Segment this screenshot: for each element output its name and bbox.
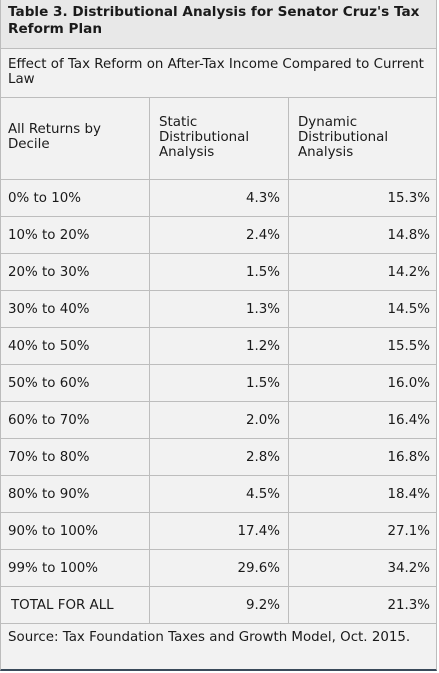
row-decile: 90% to 100%: [1, 513, 150, 549]
table-row: 60% to 70% 2.0% 16.4%: [1, 402, 436, 439]
row-decile: 40% to 50%: [1, 328, 150, 364]
table-row: 90% to 100% 17.4% 27.1%: [1, 513, 436, 550]
row-decile: 30% to 40%: [1, 291, 150, 327]
table-title-block: Table 3. Distributional Analysis for Sen…: [1, 0, 436, 49]
row-static-value: 1.5%: [150, 254, 289, 290]
row-static-value: 2.0%: [150, 402, 289, 438]
table-row: 10% to 20% 2.4% 14.8%: [1, 217, 436, 254]
row-static-value: 4.5%: [150, 476, 289, 512]
table-row: 0% to 10% 4.3% 15.3%: [1, 180, 436, 217]
row-decile: 60% to 70%: [1, 402, 150, 438]
table-subtitle-block: Effect of Tax Reform on After-Tax Income…: [1, 49, 436, 98]
row-dynamic-value: 14.8%: [387, 227, 430, 243]
table-row-total: TOTAL FOR ALL 9.2% 21.3%: [1, 587, 436, 624]
row-decile: 80% to 90%: [1, 476, 150, 512]
row-decile: 10% to 20%: [1, 217, 150, 253]
row-dynamic-value: 18.4%: [387, 486, 430, 502]
header-dynamic: Dynamic Distributional Analysis: [298, 115, 389, 160]
row-decile: 50% to 60%: [1, 365, 150, 401]
row-static-value: 1.2%: [150, 328, 289, 364]
column-header-row: All Returns by Decile Static Distributio…: [1, 98, 436, 180]
table-row: 40% to 50% 1.2% 15.5%: [1, 328, 436, 365]
row-dynamic-value: 14.5%: [387, 301, 430, 317]
row-dynamic-value: 14.2%: [387, 264, 430, 280]
row-decile: 99% to 100%: [1, 550, 150, 586]
table-title: Table 3. Distributional Analysis for Sen…: [8, 4, 420, 37]
header-decile: All Returns by Decile: [1, 98, 150, 179]
row-dynamic-value: 21.3%: [387, 597, 430, 613]
table-row: 99% to 100% 29.6% 34.2%: [1, 550, 436, 587]
header-static: Static Distributional Analysis: [150, 98, 289, 179]
row-static-value: 29.6%: [150, 550, 289, 586]
row-static-value: 2.4%: [150, 217, 289, 253]
row-dynamic-value: 16.0%: [387, 375, 430, 391]
row-decile: 70% to 80%: [1, 439, 150, 475]
table-row: 30% to 40% 1.3% 14.5%: [1, 291, 436, 328]
row-dynamic-value: 15.3%: [387, 190, 430, 206]
table-row: 70% to 80% 2.8% 16.8%: [1, 439, 436, 476]
row-static-value: 2.8%: [150, 439, 289, 475]
table-row: 80% to 90% 4.5% 18.4%: [1, 476, 436, 513]
row-decile: 0% to 10%: [1, 180, 150, 216]
row-static-value: 4.3%: [150, 180, 289, 216]
table-source-note: Source: Tax Foundation Taxes and Growth …: [8, 630, 411, 645]
row-static-value: 17.4%: [150, 513, 289, 549]
table-row: 20% to 30% 1.5% 14.2%: [1, 254, 436, 291]
row-decile: TOTAL FOR ALL: [1, 587, 150, 623]
row-static-value: 1.3%: [150, 291, 289, 327]
row-static-value: 9.2%: [150, 587, 289, 623]
table-row: 50% to 60% 1.5% 16.0%: [1, 365, 436, 402]
row-dynamic-value: 16.8%: [387, 449, 430, 465]
row-dynamic-value: 27.1%: [387, 523, 430, 539]
row-dynamic-value: 34.2%: [387, 560, 430, 576]
row-dynamic-value: 16.4%: [387, 412, 430, 428]
row-decile: 20% to 30%: [1, 254, 150, 290]
table-subtitle: Effect of Tax Reform on After-Tax Income…: [8, 57, 424, 87]
row-static-value: 1.5%: [150, 365, 289, 401]
row-dynamic-value: 15.5%: [387, 338, 430, 354]
